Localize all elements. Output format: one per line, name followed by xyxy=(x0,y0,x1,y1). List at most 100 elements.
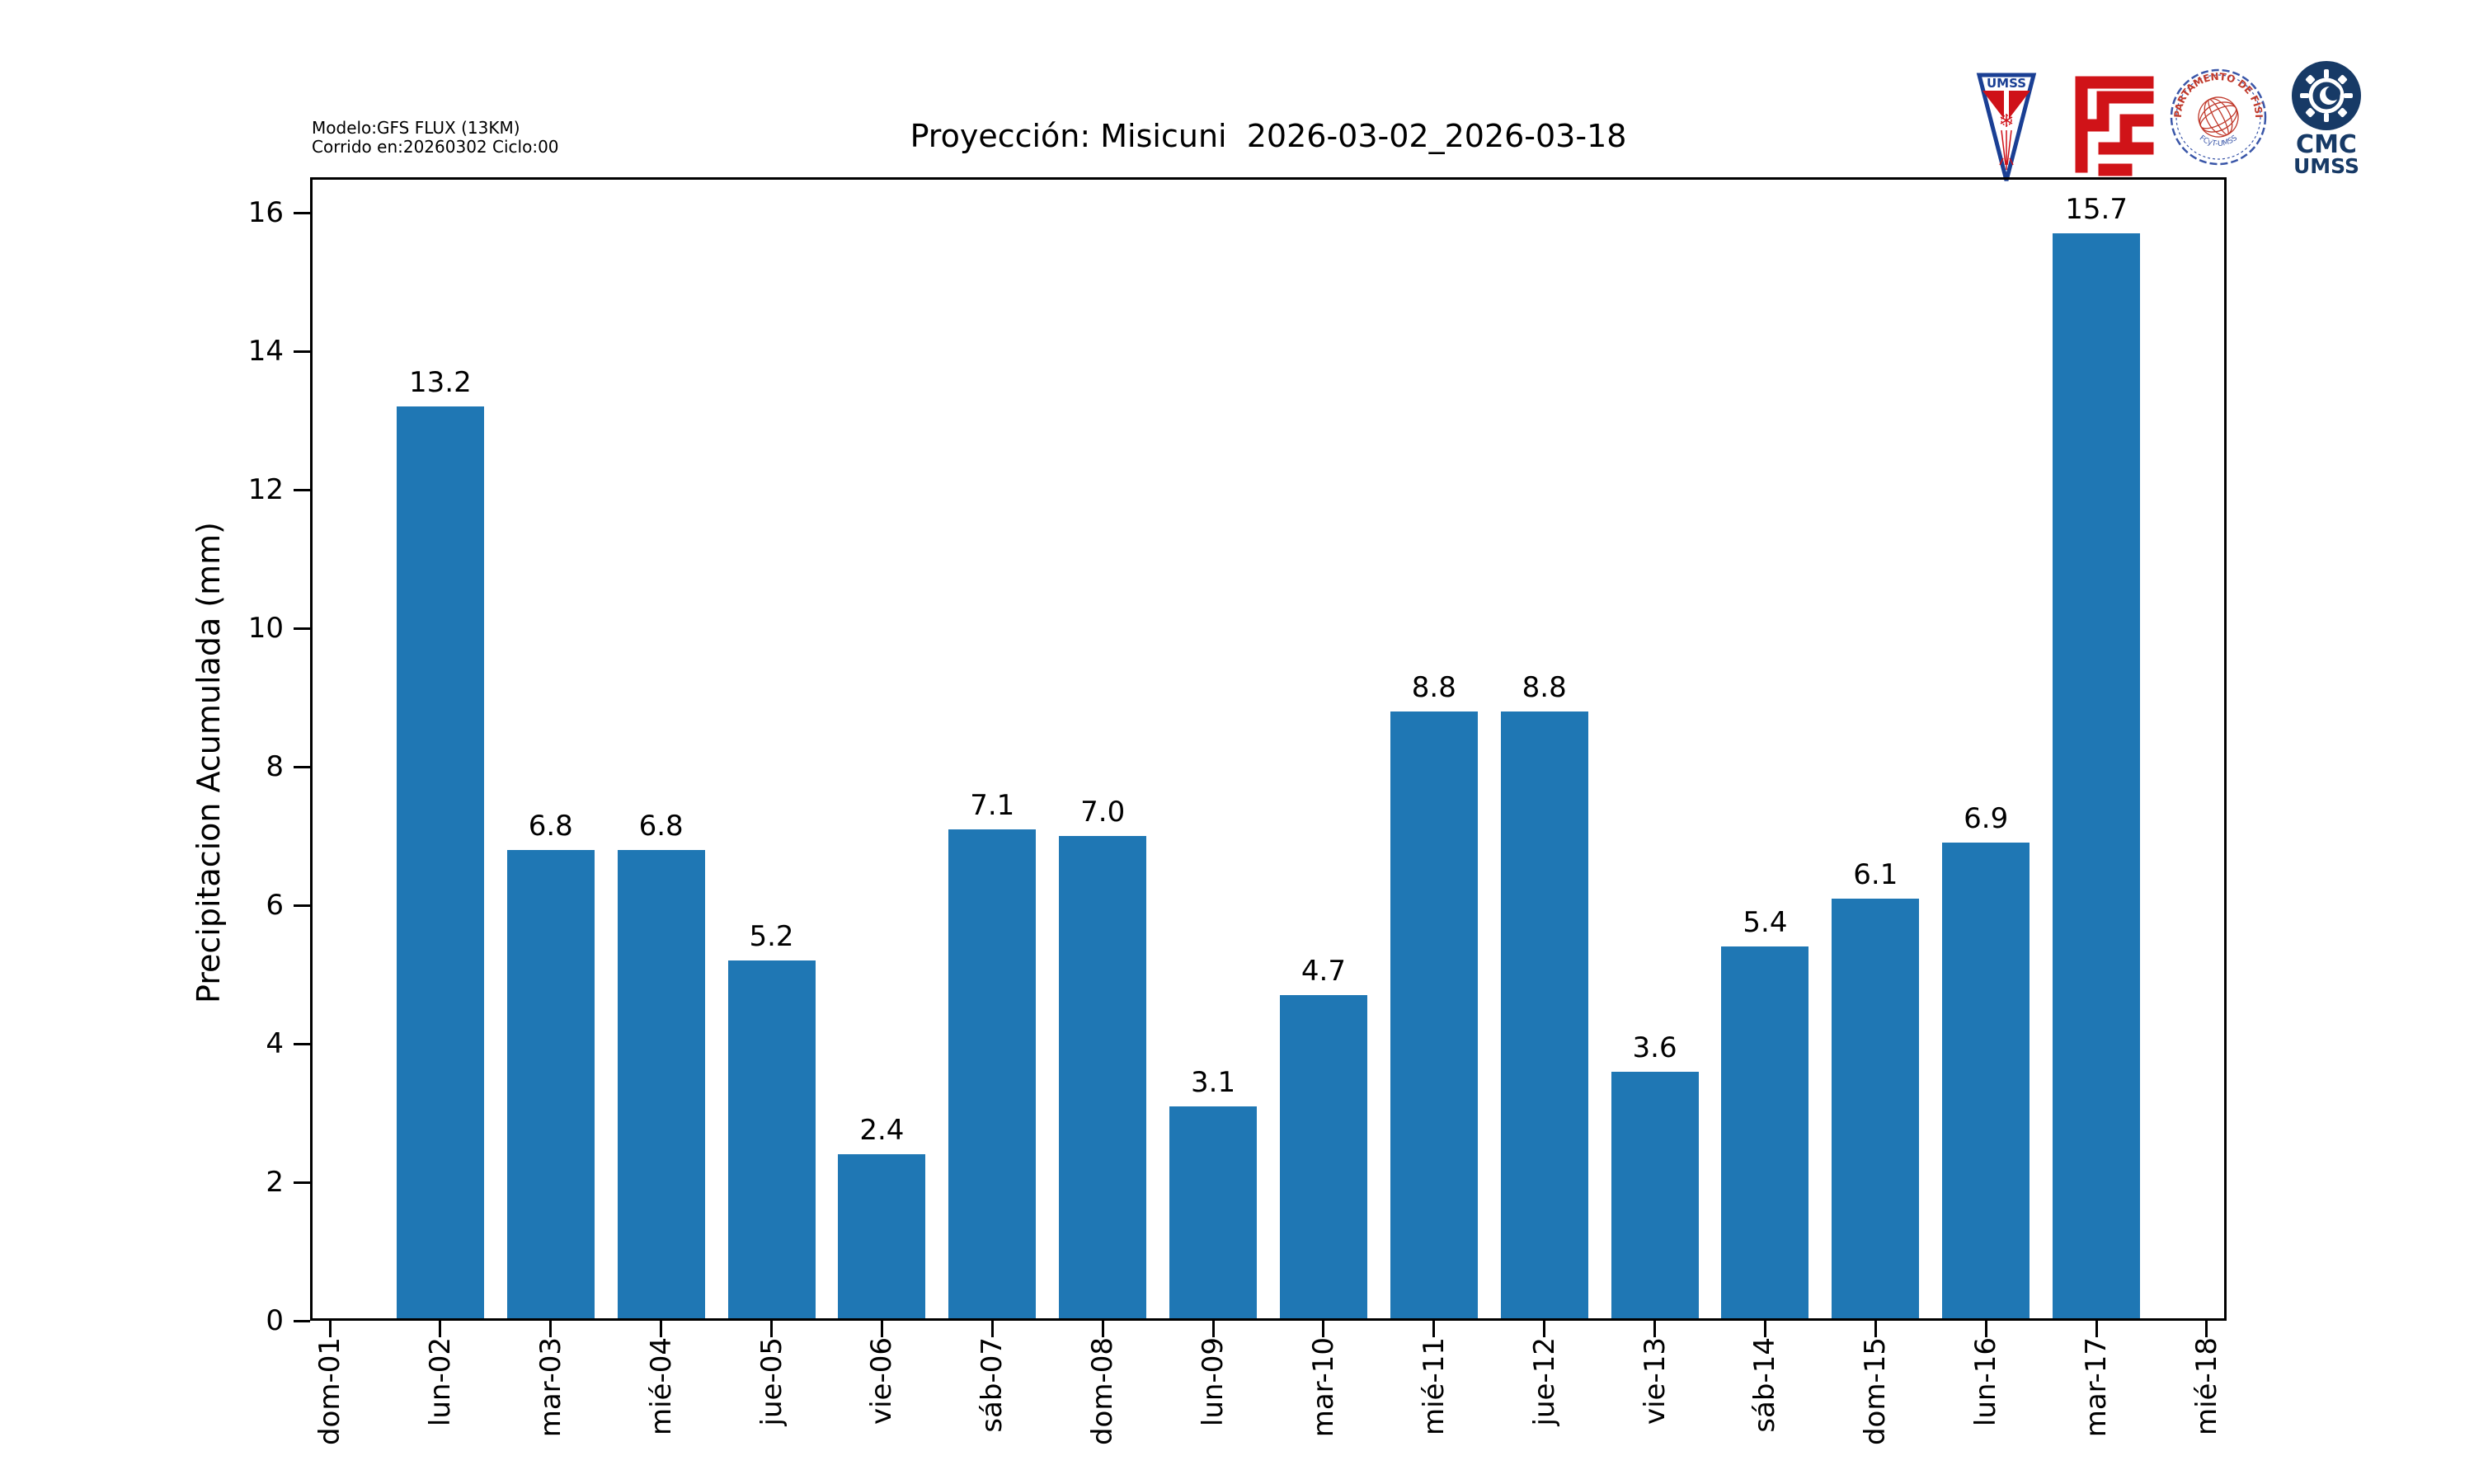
bar-mar-10 xyxy=(1279,995,1367,1321)
x-tick xyxy=(880,1321,883,1337)
y-tick-label: 0 xyxy=(266,1304,284,1337)
x-tick-label: jue-12 xyxy=(1527,1337,1561,1426)
x-tick xyxy=(1322,1321,1325,1337)
x-tick-label: mié-18 xyxy=(2189,1337,2223,1436)
y-tick-label: 16 xyxy=(247,196,284,229)
umss-pennant-label: UMSS xyxy=(1987,76,2026,91)
y-tick-label: 10 xyxy=(247,612,284,645)
x-tick-label: dom-15 xyxy=(1859,1337,1893,1446)
bar-dom-15 xyxy=(1832,898,1920,1321)
bar-value-label: 7.0 xyxy=(1080,796,1126,829)
x-tick-label: vie-06 xyxy=(865,1337,899,1425)
x-tick-label: mié-04 xyxy=(644,1337,678,1436)
x-tick-label: sáb-14 xyxy=(1748,1337,1782,1433)
bar-value-label: 2.4 xyxy=(859,1114,905,1148)
bar-value-label: 8.8 xyxy=(1522,670,1567,704)
bar-value-label: 4.7 xyxy=(1300,955,1346,989)
y-tick-label: 12 xyxy=(247,473,284,506)
x-tick-label: vie-13 xyxy=(1638,1337,1672,1425)
x-tick xyxy=(439,1321,442,1337)
bar-lun-16 xyxy=(1942,843,2030,1321)
x-tick xyxy=(1543,1321,1546,1337)
y-tick xyxy=(294,765,310,768)
bar-lun-02 xyxy=(396,406,484,1321)
x-tick xyxy=(1874,1321,1877,1337)
y-tick-label: 2 xyxy=(266,1166,284,1199)
bar-value-label: 5.2 xyxy=(749,920,794,954)
y-tick-label: 4 xyxy=(266,1027,284,1060)
bar-value-label: 5.4 xyxy=(1743,906,1788,940)
bar-jue-05 xyxy=(727,960,816,1321)
logo-row: UMSS xyxy=(1971,49,2383,190)
bar-vie-13 xyxy=(1611,1071,1699,1321)
fisica-seal-logo: DEPARTAMENTO DE FÍSICA FCyT-UMSS xyxy=(2167,54,2267,166)
y-tick-label: 8 xyxy=(266,750,284,783)
bar-vie-06 xyxy=(838,1154,926,1321)
x-tick xyxy=(328,1321,332,1337)
x-tick-label: mar-17 xyxy=(2080,1337,2114,1438)
cmc-umss-logo: CMC UMSS xyxy=(2292,61,2361,176)
bar-value-label: 15.7 xyxy=(2065,193,2128,227)
y-tick-label: 14 xyxy=(247,335,284,368)
bar-jue-12 xyxy=(1500,711,1588,1321)
x-tick xyxy=(1432,1321,1436,1337)
bar-value-label: 8.8 xyxy=(1411,670,1456,704)
cmc-logo-line2: UMSS xyxy=(2293,154,2359,176)
y-tick xyxy=(294,350,310,353)
fisica-seal-bottom-text: FCyT-UMSS xyxy=(2198,134,2239,149)
x-tick-label: lun-02 xyxy=(423,1337,457,1427)
bar-dom-08 xyxy=(1059,836,1147,1321)
x-tick-label: lun-16 xyxy=(1969,1337,2003,1427)
fisica-seal-top-text: DEPARTAMENTO DE FÍSICA xyxy=(2167,54,2265,118)
x-tick-label: dom-01 xyxy=(313,1337,346,1446)
model-annotation-line2: Corrido en:20260302 Ciclo:00 xyxy=(312,137,559,157)
y-tick xyxy=(294,1319,310,1322)
x-tick-label: lun-09 xyxy=(1197,1337,1230,1427)
bar-value-label: 6.8 xyxy=(528,809,573,843)
x-tick-label: sáb-07 xyxy=(976,1337,1009,1433)
x-tick xyxy=(549,1321,553,1337)
y-tick-label: 6 xyxy=(266,889,284,922)
y-tick xyxy=(294,627,310,630)
bar-lun-09 xyxy=(1169,1106,1258,1321)
bar-value-label: 6.8 xyxy=(638,809,684,843)
bar-sáb-14 xyxy=(1721,946,1809,1321)
x-tick-label: dom-08 xyxy=(1086,1337,1120,1446)
plot-area-frame xyxy=(310,177,2227,1321)
umss-pennant-logo: UMSS xyxy=(1976,73,2037,181)
bar-value-label: 3.1 xyxy=(1191,1065,1236,1099)
x-tick xyxy=(2095,1321,2098,1337)
bar-value-label: 7.1 xyxy=(970,788,1015,822)
x-tick xyxy=(990,1321,994,1337)
x-tick xyxy=(770,1321,774,1337)
bar-value-label: 3.6 xyxy=(1632,1031,1677,1064)
x-tick xyxy=(1763,1321,1766,1337)
y-tick xyxy=(294,211,310,214)
x-tick xyxy=(1211,1321,1215,1337)
y-tick xyxy=(294,1042,310,1045)
fcyt-maze-logo xyxy=(2075,76,2154,176)
x-tick-label: mar-03 xyxy=(534,1337,567,1438)
cmc-logo-line1: CMC xyxy=(2296,130,2357,159)
bar-value-label: 6.1 xyxy=(1853,857,1898,891)
x-tick xyxy=(660,1321,663,1337)
y-tick xyxy=(294,1181,310,1184)
model-annotation: Modelo:GFS FLUX (13KM) Corrido en:202603… xyxy=(312,119,559,157)
bar-mié-11 xyxy=(1390,711,1478,1321)
bar-sáb-07 xyxy=(948,829,1037,1321)
x-tick xyxy=(1984,1321,1987,1337)
x-tick-label: mié-11 xyxy=(1417,1337,1451,1436)
x-tick xyxy=(1101,1321,1104,1337)
x-tick xyxy=(2205,1321,2208,1337)
y-tick xyxy=(294,904,310,907)
chart-title: Proyección: Misicuni 2026-03-02_2026-03-… xyxy=(910,118,1627,154)
y-tick xyxy=(294,488,310,491)
model-annotation-line1: Modelo:GFS FLUX (13KM) xyxy=(312,118,520,138)
bar-value-label: 13.2 xyxy=(409,366,472,400)
x-tick-label: mar-10 xyxy=(1306,1337,1340,1438)
x-tick-label: jue-05 xyxy=(755,1337,788,1426)
bar-value-label: 6.9 xyxy=(1964,802,2009,836)
bar-mar-17 xyxy=(2053,233,2141,1321)
x-tick xyxy=(1653,1321,1657,1337)
